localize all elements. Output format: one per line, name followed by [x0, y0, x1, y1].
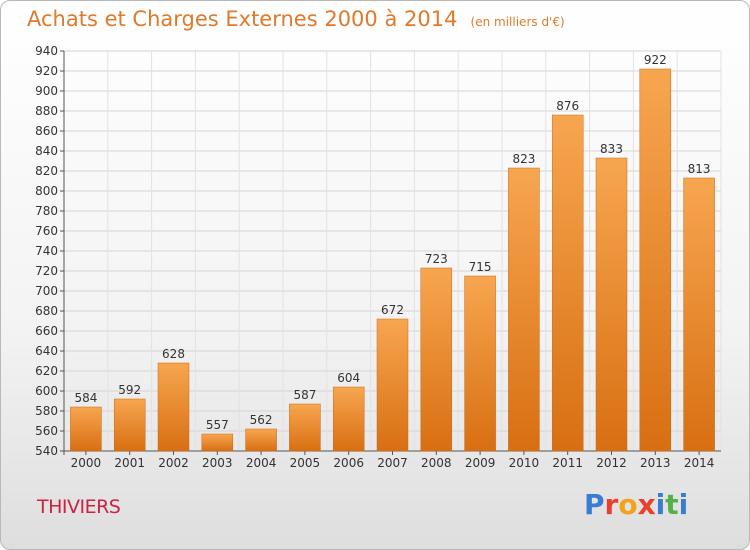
bar-2012	[595, 157, 628, 452]
y-tick-label: 820	[35, 164, 58, 178]
y-tick-label: 740	[35, 244, 58, 258]
bar-2003	[201, 433, 234, 452]
x-tick-label: 2003	[202, 456, 233, 470]
x-tick-labels: 2000 2001 2002 2003 2004 2005 2006 2007 2008 2009…	[71, 456, 715, 470]
logo-letter: o	[618, 488, 638, 521]
x-tick-label: 2009	[465, 456, 496, 470]
bar-2009	[464, 275, 496, 452]
y-tick-label: 600	[35, 384, 58, 398]
x-tick-label: 2005	[290, 456, 321, 470]
proxiti-logo: Proxiti	[584, 488, 688, 521]
x-tick-label: 2013	[640, 456, 671, 470]
y-tick-label: 880	[35, 104, 58, 118]
x-tick-label: 2012	[596, 456, 627, 470]
bar-2005	[289, 403, 321, 452]
y-tick-label: 560	[35, 424, 58, 438]
chart-title-row: Achats et Charges Externes 2000 à 2014 (…	[27, 7, 565, 31]
y-tick-label: 900	[35, 84, 58, 98]
x-tick-label: 2010	[509, 456, 540, 470]
data-label: 723	[425, 252, 448, 266]
logo-letter: x	[637, 488, 656, 521]
bar-2001	[113, 398, 146, 452]
y-tick-label: 540	[35, 444, 58, 458]
bar-2000	[70, 406, 102, 452]
data-labels: 584 592 628 557 562 587 604 672 723 715 823 876 833 9…	[74, 53, 710, 432]
y-tick-label: 620	[35, 364, 58, 378]
bars	[70, 68, 715, 452]
y-tick-label: 640	[35, 344, 58, 358]
y-tick-label: 840	[35, 144, 58, 158]
x-tick-label: 2006	[333, 456, 364, 470]
bar-2011	[551, 114, 584, 452]
y-tick-label: 860	[35, 124, 58, 138]
bar-2004	[245, 428, 277, 452]
bar-2010	[508, 167, 540, 452]
data-label: 604	[337, 371, 360, 385]
y-tick-label: 760	[35, 224, 58, 238]
city-name: THIVIERS	[37, 496, 121, 518]
x-tick-label: 2004	[246, 456, 277, 470]
chart-subtitle: (en milliers d'€)	[470, 15, 565, 29]
data-label: 562	[250, 413, 273, 427]
x-tick-label: 2001	[114, 456, 145, 470]
logo-letter: r	[604, 488, 619, 521]
y-tick-label: 720	[35, 264, 58, 278]
x-tick-label: 2002	[158, 456, 189, 470]
data-label: 672	[381, 303, 404, 317]
data-label: 813	[688, 162, 711, 176]
x-tick-label: 2008	[421, 456, 452, 470]
bar-2008	[420, 267, 453, 452]
y-tick-label: 940	[35, 44, 58, 58]
y-tick-label: 580	[35, 404, 58, 418]
y-tick-labels: 540 560 580 600 620 640 660 680 700 720 740 760 780 8…	[35, 44, 58, 458]
y-tick-label: 780	[35, 204, 58, 218]
x-tick-label: 2014	[684, 456, 715, 470]
x-tick-label: 2011	[552, 456, 583, 470]
logo-letter: P	[584, 488, 605, 521]
data-label: 823	[512, 152, 535, 166]
data-label: 557	[206, 418, 229, 432]
bar-2002	[157, 362, 190, 452]
data-label: 715	[469, 260, 492, 274]
bar-2007	[376, 318, 409, 452]
logo-letter: i	[678, 488, 689, 521]
y-tick-label: 700	[35, 284, 58, 298]
x-tick-label: 2007	[377, 456, 408, 470]
y-tick-label: 920	[35, 64, 58, 78]
data-label: 628	[162, 347, 185, 361]
y-tick-label: 660	[35, 324, 58, 338]
chart-title: Achats et Charges Externes 2000 à 2014	[27, 7, 458, 31]
y-tick-label: 680	[35, 304, 58, 318]
bar-2014	[683, 177, 715, 452]
logo-letter: i	[655, 488, 666, 521]
logo-letter: t	[665, 488, 679, 521]
data-label: 922	[644, 53, 667, 67]
data-label: 833	[600, 142, 623, 156]
data-label: 584	[74, 391, 97, 405]
y-tick-label: 800	[35, 184, 58, 198]
data-label: 587	[293, 388, 316, 402]
data-label: 592	[118, 383, 141, 397]
bar-2013	[639, 68, 672, 452]
x-tick-label: 2000	[71, 456, 102, 470]
data-label: 876	[556, 99, 579, 113]
bar-2006	[332, 386, 365, 452]
